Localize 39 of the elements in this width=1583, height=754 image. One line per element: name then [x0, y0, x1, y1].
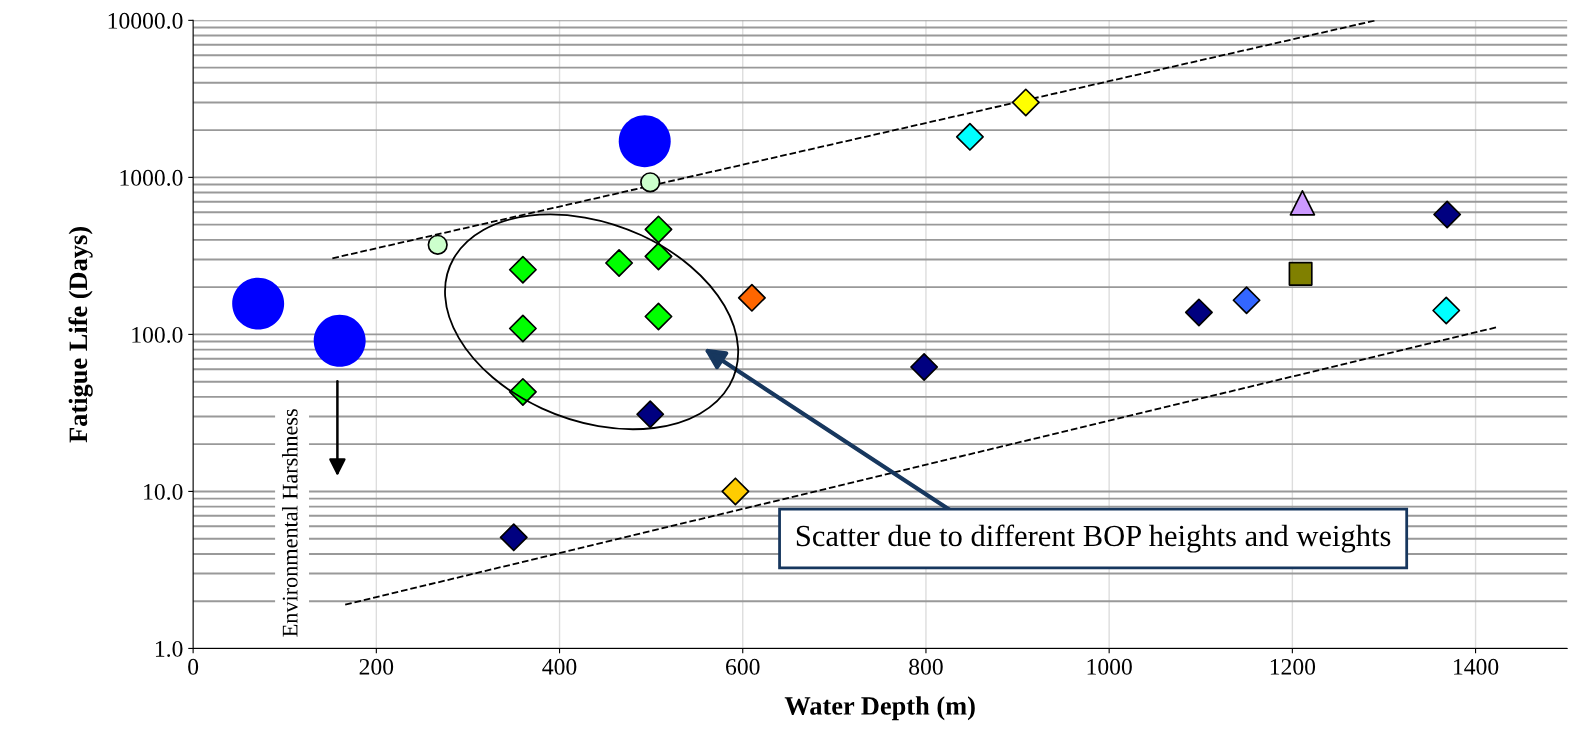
y-tick-label: 100.0 — [132, 326, 183, 343]
point — [910, 352, 939, 382]
point — [1432, 296, 1461, 325]
point — [737, 283, 766, 312]
point — [1232, 286, 1261, 315]
point — [508, 377, 537, 406]
point — [640, 172, 661, 193]
point — [1433, 200, 1462, 229]
point — [644, 302, 673, 331]
x-axis-title: Water Depth (m) — [784, 696, 975, 721]
point — [508, 255, 537, 284]
x-tick-label: 400 — [542, 658, 577, 675]
annotation: Environmental Harshness — [281, 409, 298, 637]
point — [644, 215, 673, 244]
y-tick-label: 1000.0 — [120, 169, 183, 186]
y-axis-title: Fatigue Life (Days) — [68, 227, 93, 443]
x-tick-label: 1400 — [1454, 658, 1499, 675]
annotation: Scatter due to different BOP heights and weights — [796, 524, 1391, 553]
point — [1184, 298, 1213, 327]
x-tick-label: 0 — [188, 658, 199, 675]
point — [605, 248, 634, 277]
x-tick-label: 1200 — [1270, 658, 1316, 675]
point — [508, 314, 537, 343]
y-tick-label: 10000.0 — [108, 12, 183, 29]
point — [721, 477, 750, 506]
point — [1289, 189, 1316, 216]
y-tick-label: 10.0 — [144, 483, 183, 500]
y-tick-label: 1.0 — [155, 640, 183, 657]
point — [427, 234, 448, 255]
x-tick-label: 800 — [909, 658, 943, 675]
point — [636, 400, 665, 429]
x-tick-label: 1000 — [1087, 658, 1132, 675]
point — [955, 122, 984, 151]
point — [1011, 88, 1040, 117]
point — [499, 523, 528, 552]
x-tick-label: 200 — [359, 658, 394, 675]
point — [1288, 261, 1313, 286]
point — [644, 242, 673, 271]
x-tick-label: 600 — [726, 658, 760, 675]
